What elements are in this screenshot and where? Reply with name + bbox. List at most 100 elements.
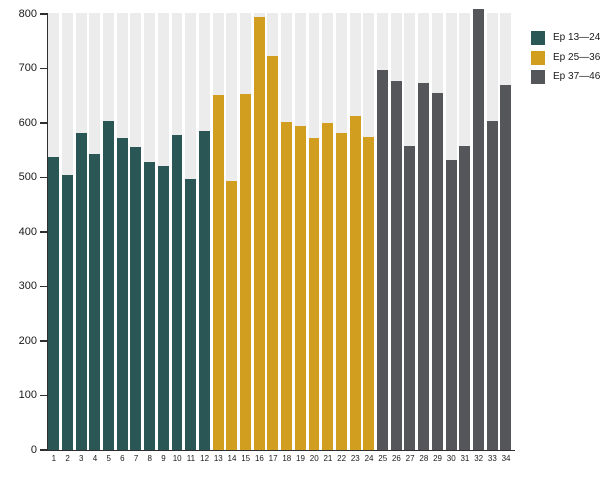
y-tick-label: 0	[30, 443, 37, 456]
bar	[472, 8, 484, 450]
legend-swatch-icon	[531, 50, 545, 65]
bar	[322, 123, 334, 450]
x-tick-label: 9	[161, 454, 166, 463]
x-tick-label: 32	[474, 454, 484, 463]
x-tick-label: 29	[433, 454, 442, 463]
y-axis-line	[46, 13, 49, 451]
bar-column	[459, 13, 473, 450]
bar	[335, 133, 347, 450]
legend-label: Ep 13—24	[553, 32, 601, 43]
x-tick-label: 31	[460, 454, 470, 463]
bar-column	[116, 13, 131, 450]
x-tick-label: 4	[92, 454, 98, 463]
bar-column	[335, 13, 350, 450]
legend-label: Ep 37—46	[553, 71, 601, 82]
plot-area	[48, 8, 514, 450]
bar-column	[240, 13, 254, 450]
bar	[349, 115, 361, 450]
bar	[61, 174, 73, 450]
y-tick-mark	[40, 285, 47, 288]
bar-column	[171, 13, 185, 450]
bar-column	[198, 13, 213, 450]
bar-column	[89, 13, 103, 450]
y-tick-mark	[40, 13, 47, 15]
bar	[240, 93, 251, 450]
bar-column	[486, 13, 501, 450]
bar	[157, 166, 169, 450]
x-tick-label: 27	[405, 454, 415, 463]
x-tick-label: 3	[79, 454, 84, 463]
bar	[418, 82, 430, 450]
x-tick-label: 22	[337, 454, 347, 463]
bar	[445, 160, 457, 450]
bar	[363, 137, 375, 450]
bar	[103, 121, 114, 450]
y-tick-mark	[40, 340, 47, 342]
x-tick-label: 14	[227, 454, 237, 463]
bar	[130, 147, 142, 450]
x-tick-label: 12	[200, 454, 210, 463]
bar-column	[431, 13, 446, 450]
x-axis-labels: 1 2 3 4 5 6 7 8 9 10 11 12 13 14 15 16 17 18 19 20 21 22 23 24 2…	[48, 454, 514, 464]
bar	[89, 153, 101, 450]
bar-column	[75, 13, 89, 450]
bar-column	[418, 13, 432, 450]
bar	[144, 161, 156, 450]
bar-column	[61, 13, 76, 450]
bar-column	[253, 13, 268, 450]
bar	[390, 80, 402, 450]
bar	[171, 135, 183, 450]
y-tick-label: 300	[18, 280, 37, 292]
x-tick-label: 16	[254, 454, 264, 463]
x-tick-label: 2	[65, 454, 70, 463]
bar	[212, 94, 224, 450]
bar-column	[103, 13, 117, 450]
x-tick-label: 20	[309, 454, 319, 463]
bar-column	[472, 8, 487, 450]
y-tick-label: 100	[18, 389, 37, 401]
x-tick-label: 26	[391, 454, 401, 463]
x-tick-label: 7	[133, 454, 139, 463]
bar	[486, 120, 498, 450]
bar	[48, 157, 60, 450]
y-tick-label: 500	[18, 171, 37, 183]
y-tick-label: 200	[18, 334, 37, 347]
bar-column	[445, 13, 459, 450]
bar-column	[185, 13, 199, 450]
bar	[116, 137, 128, 450]
x-tick-label: 18	[282, 454, 292, 463]
bar	[75, 133, 87, 450]
legend-item: Ep 13—24	[531, 31, 600, 45]
bar	[459, 145, 471, 450]
x-tick-label: 23	[350, 454, 360, 463]
bar	[404, 146, 416, 450]
bar-column	[390, 13, 405, 450]
bar-column	[404, 13, 418, 450]
legend-swatch-icon	[531, 70, 545, 84]
bar	[281, 121, 293, 450]
bar-column	[48, 13, 62, 450]
y-tick-label: 600	[18, 116, 37, 129]
legend: Ep 13—24 Ep 25—36 Ep 37—46	[531, 31, 600, 90]
y-tick-mark	[40, 176, 47, 179]
legend-swatch-icon	[531, 31, 545, 45]
x-tick-label: 30	[446, 454, 456, 463]
legend-item: Ep 25—36	[531, 50, 601, 65]
legend-item: Ep 37—46	[531, 70, 600, 84]
x-tick-label: 17	[268, 454, 278, 463]
x-tick-label: 25	[378, 454, 388, 463]
y-tick-mark	[40, 67, 47, 70]
y-tick-label: 400	[18, 225, 37, 238]
bar-column	[500, 13, 514, 450]
bar-column	[349, 13, 363, 450]
bar	[431, 93, 443, 450]
bar-column	[157, 13, 172, 450]
bar	[267, 56, 279, 450]
legend-label: Ep 25—36	[553, 51, 601, 63]
x-tick-label: 28	[419, 454, 429, 463]
bar	[226, 181, 238, 450]
bar-column	[308, 13, 322, 450]
x-tick-label: 34	[501, 454, 511, 463]
x-tick-label: 8	[147, 454, 152, 463]
